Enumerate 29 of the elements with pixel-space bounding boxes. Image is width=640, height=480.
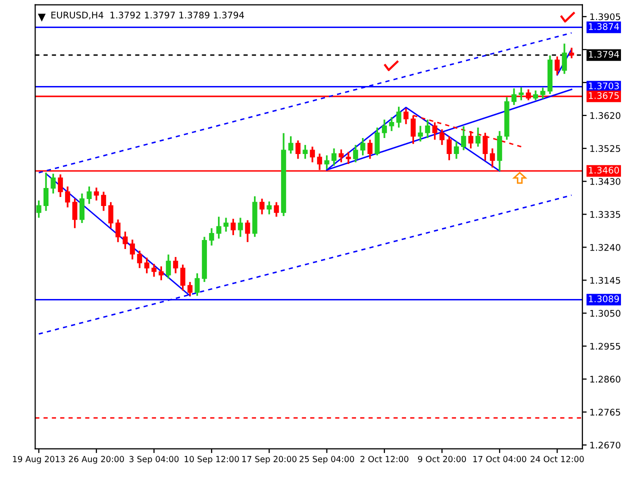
y-tick-label: 1.2670 [590,442,620,449]
x-tick-label: 17 Sep 20:00 [242,456,296,464]
y-tick-label: 1.3620 [590,112,620,120]
ref-line-label: 1.3703 [588,82,619,90]
y-tick-label: 1.3905 [590,13,620,20]
y-tick-label: 1.3050 [590,310,620,317]
x-tick-label: 10 Sep 12:00 [184,456,239,464]
x-tick-label: 25 Sep 04:00 [300,456,354,464]
x-tick-label: 26 Aug 20:00 [68,456,124,464]
x-tick-label: 17 Oct 04:00 [473,456,526,462]
y-tick-label: 1.2955 [590,342,620,350]
y-tick-label: 1.2765 [590,408,620,416]
text: EURUSD,H4 1.3792 1.3797 1.3789 1.3794 [51,12,244,20]
ref-line-label: 1.3874 [588,23,620,30]
x-tick-label: 9 Oct 20:00 [418,456,466,462]
ref-line-label: 1.3675 [588,92,619,99]
x-tick-label: 24 Oct 12:00 [530,456,584,462]
y-tick-label: 1.3145 [590,276,620,284]
x-tick-label: 3 Sep 04:00 [129,456,179,464]
x-tick-label: 19 Aug 2013 [13,456,65,464]
y-tick-label: 1.3430 [590,178,620,185]
y-tick-label: 1.3335 [590,211,620,218]
ref-line-label: 1.3089 [588,295,619,302]
y-tick-label: 1.3525 [590,145,620,152]
ref-line-label: 1.3460 [588,166,619,174]
y-tick-label: 1.3240 [590,244,620,251]
x-tick-label: 2 Oct 12:00 [360,456,408,462]
ref-line-label: 1.3794 [588,50,620,58]
y-tick-label: 1.2860 [590,376,620,383]
